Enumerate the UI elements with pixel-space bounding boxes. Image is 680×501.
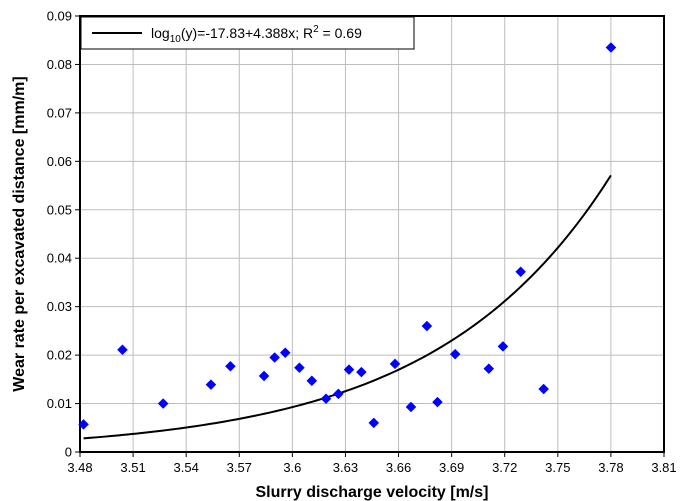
- y-tick-label: 0.07: [47, 105, 72, 120]
- x-tick-label: 3.57: [227, 460, 252, 475]
- data-point-marker: [306, 375, 318, 387]
- data-point-marker: [389, 358, 401, 370]
- legend-r-squared-exponent: 2: [313, 24, 319, 35]
- plot-frame: [79, 15, 665, 453]
- x-tick-label: 3.6: [283, 460, 301, 475]
- x-tick-label: 3.63: [333, 460, 358, 475]
- y-tick-label: 0: [65, 445, 72, 460]
- data-point-marker: [405, 401, 417, 413]
- y-tick-label: 0.04: [47, 251, 72, 266]
- data-point-marker: [538, 383, 550, 395]
- data-point-marker: [157, 398, 169, 409]
- data-point-marker: [78, 419, 89, 430]
- data-points: [78, 42, 617, 430]
- y-tick-label: 0.06: [47, 154, 72, 169]
- data-point-marker: [343, 364, 355, 375]
- data-point-marker: [294, 362, 305, 374]
- x-axis-label: Slurry discharge velocity [m/s]: [256, 484, 489, 501]
- legend-equation: (y)=-17.83+4.388x; R: [181, 25, 313, 41]
- x-axis: 3.48 3.51 3.54 3.57 3.6 3.63 3.66 3.69 3.72 3.75 3…: [67, 452, 677, 475]
- fit-curve-layer: [83, 174, 612, 440]
- data-point-marker: [333, 388, 344, 400]
- x-tick-label: 3.51: [120, 460, 145, 475]
- fit-curve: [83, 174, 612, 440]
- x-tick-label: 3.66: [386, 460, 411, 475]
- y-tick-label: 0.05: [47, 202, 72, 217]
- x-tick-label: 3.54: [174, 460, 199, 475]
- legend-entry: log10(y)=-17.83+4.388x; R2 = 0.69: [151, 24, 362, 45]
- y-tick-label: 0.02: [47, 348, 72, 363]
- y-tick-label: 0.01: [47, 396, 72, 411]
- data-point-marker: [515, 266, 527, 278]
- data-point-marker: [432, 396, 443, 408]
- x-tick-label: 3.48: [67, 460, 92, 475]
- y-axis-label: Wear rate per excavated distance [mm/m]: [11, 76, 28, 391]
- legend-r-squared-value: = 0.69: [319, 25, 362, 41]
- y-tick-label: 0.03: [47, 299, 72, 314]
- x-tick-label: 3.69: [439, 460, 464, 475]
- x-tick-label: 3.75: [545, 460, 570, 475]
- data-point-marker: [279, 347, 291, 359]
- data-point-marker: [269, 352, 281, 363]
- data-point-marker: [449, 348, 461, 360]
- legend-log-base: 10: [170, 34, 182, 45]
- legend-log: log: [151, 25, 170, 41]
- data-point-marker: [205, 379, 217, 391]
- data-point-marker: [356, 366, 367, 378]
- y-axis: 0 0.01 0.02 0.03 0.04 0.05 0.06 0.07 0.08 0.09: [47, 9, 80, 460]
- data-point-marker: [483, 363, 495, 375]
- data-point-marker: [605, 42, 617, 53]
- legend: log10(y)=-17.83+4.388x; R2 = 0.69: [80, 16, 415, 50]
- y-tick-label: 0.09: [47, 9, 72, 24]
- x-tick-label: 3.81: [651, 460, 676, 475]
- y-tick-label: 0.08: [47, 57, 72, 72]
- data-point-marker: [368, 417, 380, 429]
- data-point-marker: [258, 370, 270, 382]
- x-tick-label: 3.72: [492, 460, 517, 475]
- x-tick-label: 3.78: [598, 460, 623, 475]
- data-point-marker: [225, 360, 236, 372]
- data-point-marker: [497, 341, 509, 352]
- data-point-marker: [320, 393, 332, 405]
- data-point-marker: [421, 320, 433, 332]
- data-point-marker: [117, 344, 128, 356]
